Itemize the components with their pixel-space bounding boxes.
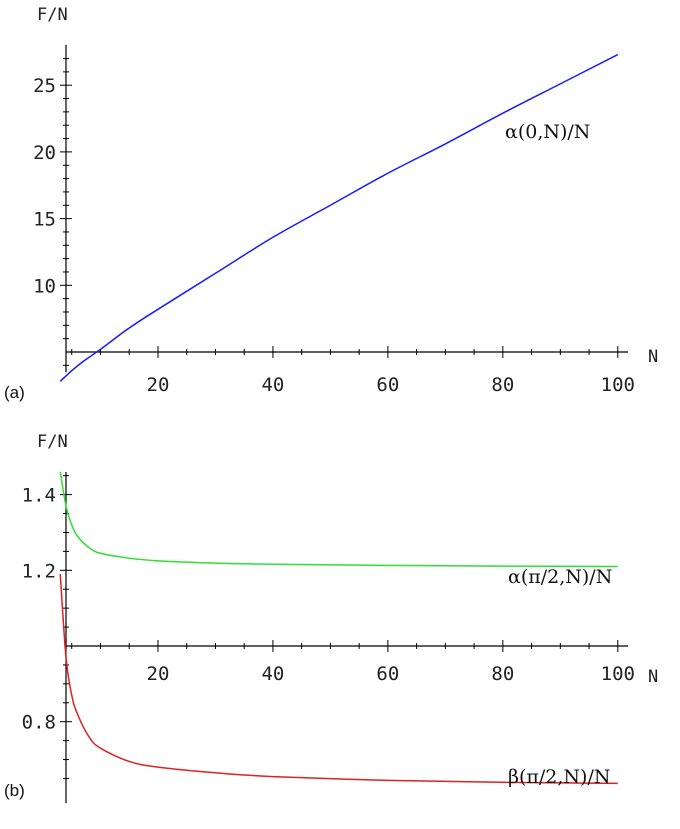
y-axis-title: F/N: [37, 5, 68, 25]
x-tick-label: 40: [261, 663, 284, 685]
x-axis-title: N: [648, 347, 658, 367]
x-tick-label: 40: [261, 374, 284, 396]
series-label: α(π/2,N)/N: [508, 566, 612, 588]
y-tick-label: 1.4: [22, 485, 56, 507]
series-line: [59, 53, 619, 382]
y-tick-label: 0.8: [22, 712, 56, 734]
chart-panel-1: 20 40 60 80 100 10 15 20 25 F/N N (a) α(0,N)/N: [4, 5, 658, 402]
y-tick-label: 1.2: [22, 560, 56, 582]
y-tick-label: 15: [33, 209, 56, 231]
panel-label: (b): [4, 781, 25, 800]
x-tick-label: 80: [491, 663, 514, 685]
x-tick-label: 20: [147, 663, 170, 685]
y-tick-label: 25: [33, 75, 56, 97]
y-tick-label: 20: [33, 142, 56, 164]
y-axis-title: F/N: [37, 432, 68, 452]
x-tick-label: 60: [376, 663, 399, 685]
x-tick-label: 100: [601, 663, 635, 685]
chart-panel-2: 20 40 60 80 100 0.8 1.2 1.4 F/N N (b) α(π/2,N)/N β(π…: [4, 432, 658, 803]
y-tick-label: 10: [33, 275, 56, 297]
series-label: α(0,N)/N: [505, 121, 590, 143]
x-axis-title: N: [648, 667, 658, 687]
x-tick-label: 80: [491, 374, 514, 396]
series-label: β(π/2,N)/N: [508, 766, 610, 788]
series-line: [59, 574, 618, 785]
panel-label: (a): [4, 383, 25, 402]
x-tick-label: 100: [601, 374, 635, 396]
x-tick-label: 60: [376, 374, 399, 396]
series-line: [59, 471, 618, 568]
x-tick-label: 20: [147, 374, 170, 396]
